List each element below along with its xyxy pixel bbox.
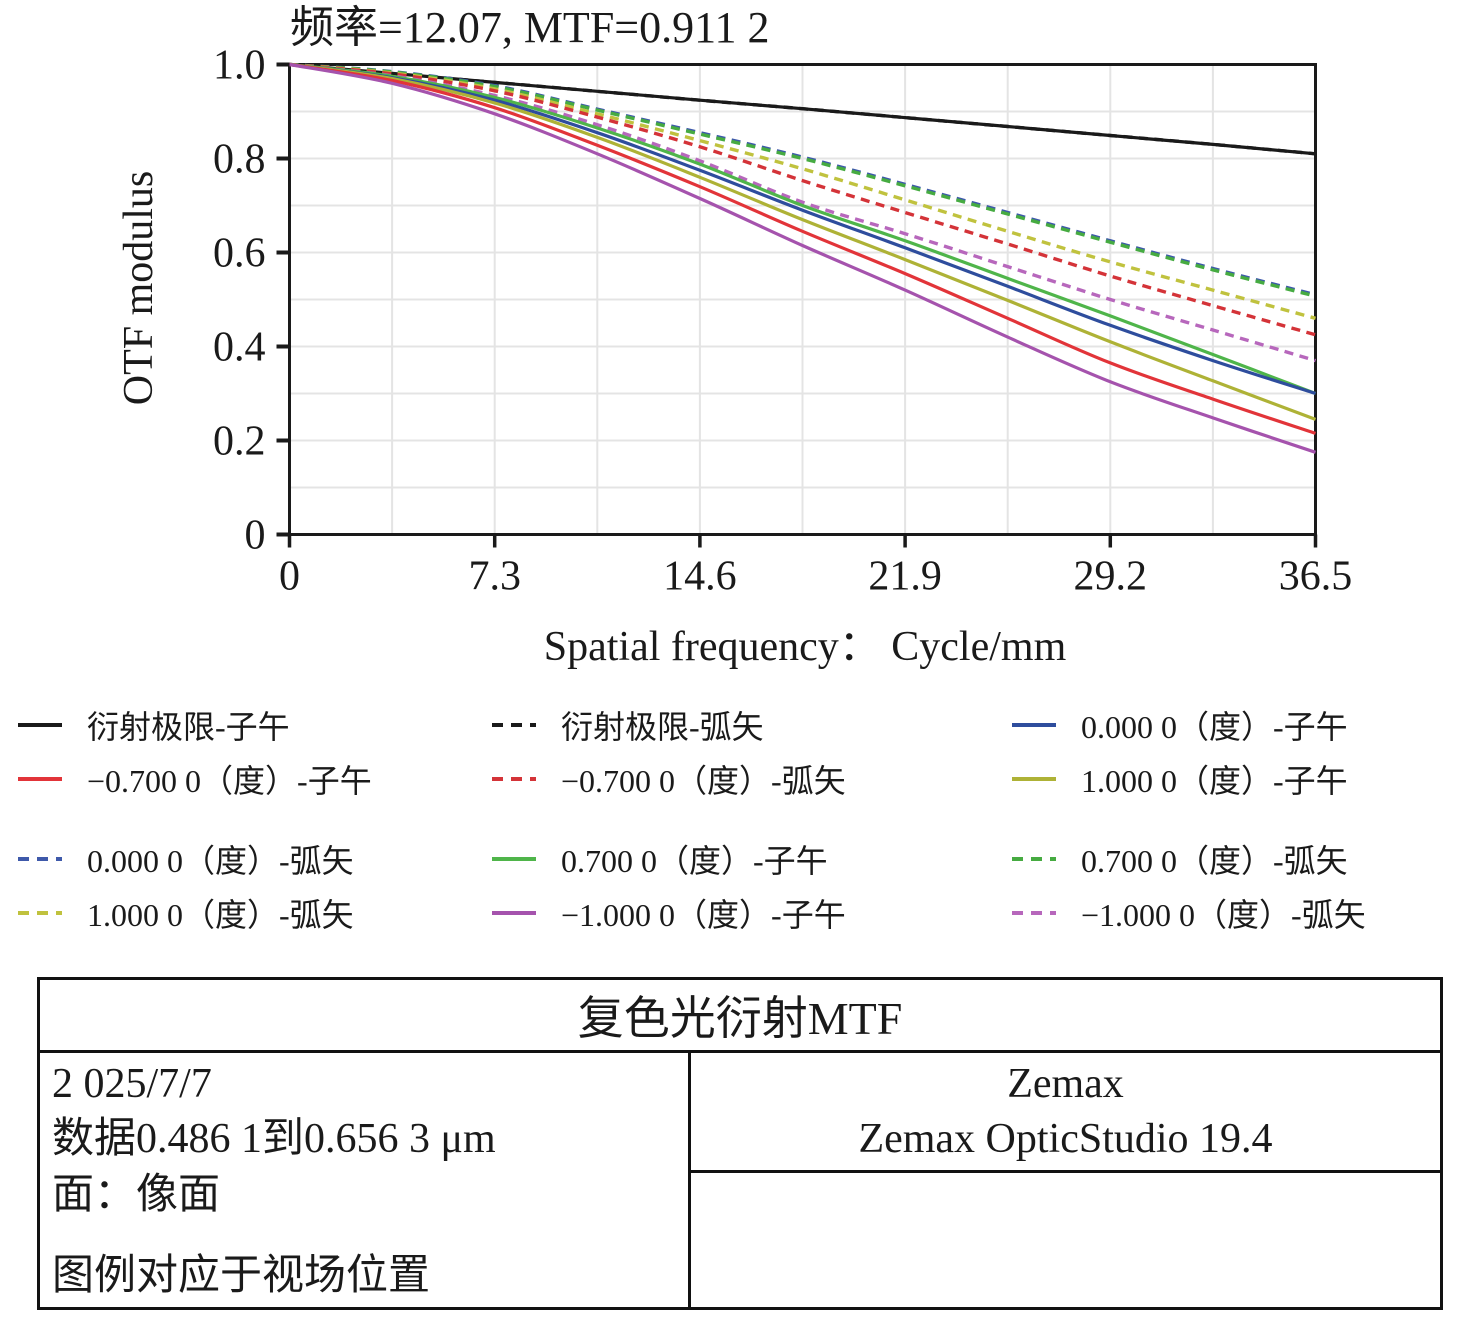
y-tick-label: 0.2 [213, 419, 266, 465]
legend-item: 衍射极限-弧矢 [492, 698, 1012, 752]
info-table: 复色光衍射MTF 2 025/7/7 数据0.486 1到0.656 3 μm … [37, 977, 1443, 1310]
legend-solid-line-swatch [492, 911, 536, 915]
legend-rows-3-4: 0.000 0（度）-弧矢 0.700 0（度）-子午 0.700 0（度）-弧矢 1… [18, 832, 1462, 940]
info-table-body: 2 025/7/7 数据0.486 1到0.656 3 μm 面：像面 图例对应… [40, 1053, 1440, 1307]
chart-title: 频率=12.07, MTF=0.911 2 [290, 3, 769, 52]
table-legend-note: 图例对应于视场位置 [52, 1253, 431, 1300]
legend-label: −0.700 0（度）-子午 [87, 763, 372, 799]
mtf-chart: 频率=12.07, MTF=0.911 2 0 7.3 14.6 21.9 29.2 36… [116, 3, 1352, 670]
legend-dashed-line-swatch [492, 777, 536, 781]
legend-label: 0.700 0（度）-弧矢 [1081, 843, 1348, 879]
legend-item: 0.000 0（度）-子午 [1012, 698, 1462, 752]
legend-label: −1.000 0（度）-弧矢 [1081, 897, 1366, 933]
info-table-left-cell: 2 025/7/7 数据0.486 1到0.656 3 μm 面：像面 图例对应… [40, 1053, 691, 1307]
chart-legend: 衍射极限-子午 衍射极限-弧矢 0.000 0（度）-子午 −0.700 0（度）-子… [18, 698, 1462, 940]
x-axis-label: Spatial frequency： Cycle/mm [544, 624, 1067, 670]
y-tick-label: 1.0 [213, 43, 266, 89]
legend-label: 衍射极限-子午 [87, 709, 290, 745]
series-line [289, 62, 1316, 298]
x-tick-label: 7.3 [468, 554, 521, 600]
legend-dashed-line-swatch [18, 857, 62, 861]
legend-dashed-line-swatch [18, 911, 62, 915]
legend-item: 1.000 0（度）-弧矢 [18, 886, 492, 940]
legend-item: −0.700 0（度）-子午 [18, 752, 492, 806]
info-table-right-column: Zemax Zemax OpticStudio 19.4 [691, 1053, 1440, 1307]
legend-label: 0.000 0（度）-弧矢 [87, 843, 354, 879]
legend-item: 1.000 0（度）-子午 [1012, 752, 1462, 806]
x-tick-label: 29.2 [1074, 554, 1148, 600]
legend-solid-line-swatch [1012, 723, 1056, 727]
mtf-curves [289, 62, 1317, 454]
legend-item: 衍射极限-子午 [18, 698, 492, 752]
software-name: Zemax [1007, 1061, 1124, 1107]
legend-label: 衍射极限-弧矢 [561, 709, 764, 745]
legend-solid-line-swatch [492, 857, 536, 861]
y-axis-label: OTF modulus [116, 171, 162, 406]
series-line [289, 62, 1316, 337]
series-line [289, 62, 1316, 396]
legend-item: −1.000 0（度）-弧矢 [1012, 886, 1462, 940]
x-tick-label: 36.5 [1279, 554, 1353, 600]
legend-dashed-line-swatch [492, 723, 536, 727]
series-line [289, 62, 1317, 395]
x-tick-label: 14.6 [663, 554, 737, 600]
legend-item: 0.000 0（度）-弧矢 [18, 832, 492, 886]
y-tick-label: 0.8 [213, 137, 266, 183]
gridlines [289, 64, 1316, 535]
legend-label: 0.700 0（度）-子午 [561, 843, 828, 879]
series-line [289, 62, 1317, 435]
series-line [289, 62, 1317, 421]
axis-ticks: 0 7.3 14.6 21.9 29.2 36.5 0 0.2 0.4 0.6 0.8 1.0 [213, 43, 1352, 600]
legend-item: −0.700 0（度）-弧矢 [492, 752, 1012, 806]
plot-frame [288, 63, 1317, 536]
legend-item: 0.700 0（度）-子午 [492, 832, 1012, 886]
info-table-empty-cell [691, 1173, 1440, 1307]
legend-item: −1.000 0（度）-子午 [492, 886, 1012, 940]
y-tick-label: 0.6 [213, 231, 266, 277]
legend-label: 1.000 0（度）-弧矢 [87, 897, 354, 933]
table-surface: 面：像面 [52, 1171, 221, 1218]
legend-label: −0.700 0（度）-弧矢 [561, 763, 846, 799]
legend-rows-1-2: 衍射极限-子午 衍射极限-弧矢 0.000 0（度）-子午 −0.700 0（度）-子… [18, 698, 1462, 806]
table-date: 2 025/7/7 [52, 1061, 212, 1107]
y-tick-label: 0.4 [213, 325, 266, 371]
info-table-title: 复色光衍射MTF [40, 980, 1440, 1053]
series-line [289, 62, 1317, 454]
info-table-software-cell: Zemax Zemax OpticStudio 19.4 [691, 1053, 1440, 1173]
legend-solid-line-swatch [1012, 777, 1056, 781]
table-wavelength-range: 数据0.486 1到0.656 3 μm [52, 1116, 496, 1163]
legend-label: 0.000 0（度）-子午 [1081, 709, 1348, 745]
legend-dashed-line-swatch [1012, 911, 1056, 915]
legend-dashed-line-swatch [1012, 857, 1056, 861]
y-tick-label: 0 [245, 513, 266, 559]
x-tick-label: 21.9 [868, 554, 942, 600]
software-version: Zemax OpticStudio 19.4 [858, 1116, 1273, 1163]
legend-item: 0.700 0（度）-弧矢 [1012, 832, 1462, 886]
legend-label: −1.000 0（度）-子午 [561, 897, 846, 933]
legend-solid-line-swatch [18, 723, 62, 727]
x-tick-label: 0 [279, 554, 300, 600]
legend-label: 1.000 0（度）-子午 [1081, 763, 1348, 799]
legend-solid-line-swatch [18, 777, 62, 781]
